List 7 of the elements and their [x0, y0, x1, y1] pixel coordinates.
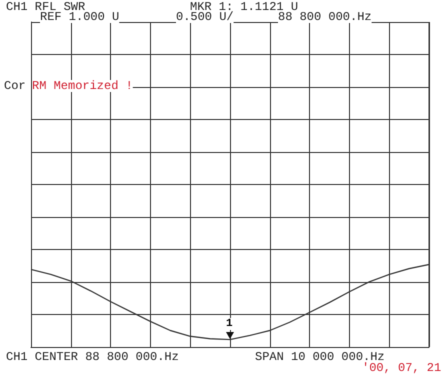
text: Cor	[4, 79, 26, 93]
text: CH1 CENTER 88 800 000.Hz	[6, 350, 179, 364]
text: RM Memorized !	[32, 79, 133, 93]
annotation: 1	[226, 318, 233, 330]
text: REF 1.000 U	[40, 10, 120, 24]
text: '00, 07, 21	[362, 361, 442, 374]
text: 88 800 000.Hz	[278, 10, 372, 24]
